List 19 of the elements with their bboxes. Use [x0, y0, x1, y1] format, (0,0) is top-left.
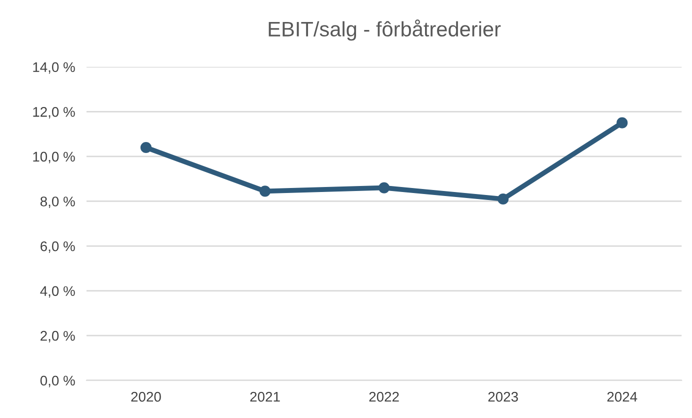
- y-tick-label: 6,0 %: [40, 241, 75, 253]
- point: [616, 117, 628, 128]
- y-tick-label: 2,0 %: [40, 330, 75, 342]
- x-tick-label: 2024: [607, 392, 638, 402]
- point: [140, 142, 152, 154]
- y-tick-label: 10,0 %: [33, 152, 75, 164]
- x-tick-label: 2023: [488, 392, 518, 402]
- x-tick-label: 2022: [369, 392, 399, 402]
- y-tick-label: 14,0 %: [33, 62, 75, 74]
- y-tick-label: 0,0 %: [40, 376, 75, 388]
- point: [378, 182, 390, 194]
- y-tick-label: 12,0 %: [33, 107, 75, 118]
- point: [259, 186, 271, 197]
- chart-title: EBIT/salg - fôrbåtrederier: [268, 20, 501, 41]
- y-tick-label: 8,0 %: [40, 196, 75, 208]
- y-tick-label: 4,0 %: [40, 286, 75, 298]
- x-tick-label: 2021: [250, 392, 280, 402]
- point: [498, 193, 509, 205]
- x-tick-label: 2020: [131, 392, 161, 402]
